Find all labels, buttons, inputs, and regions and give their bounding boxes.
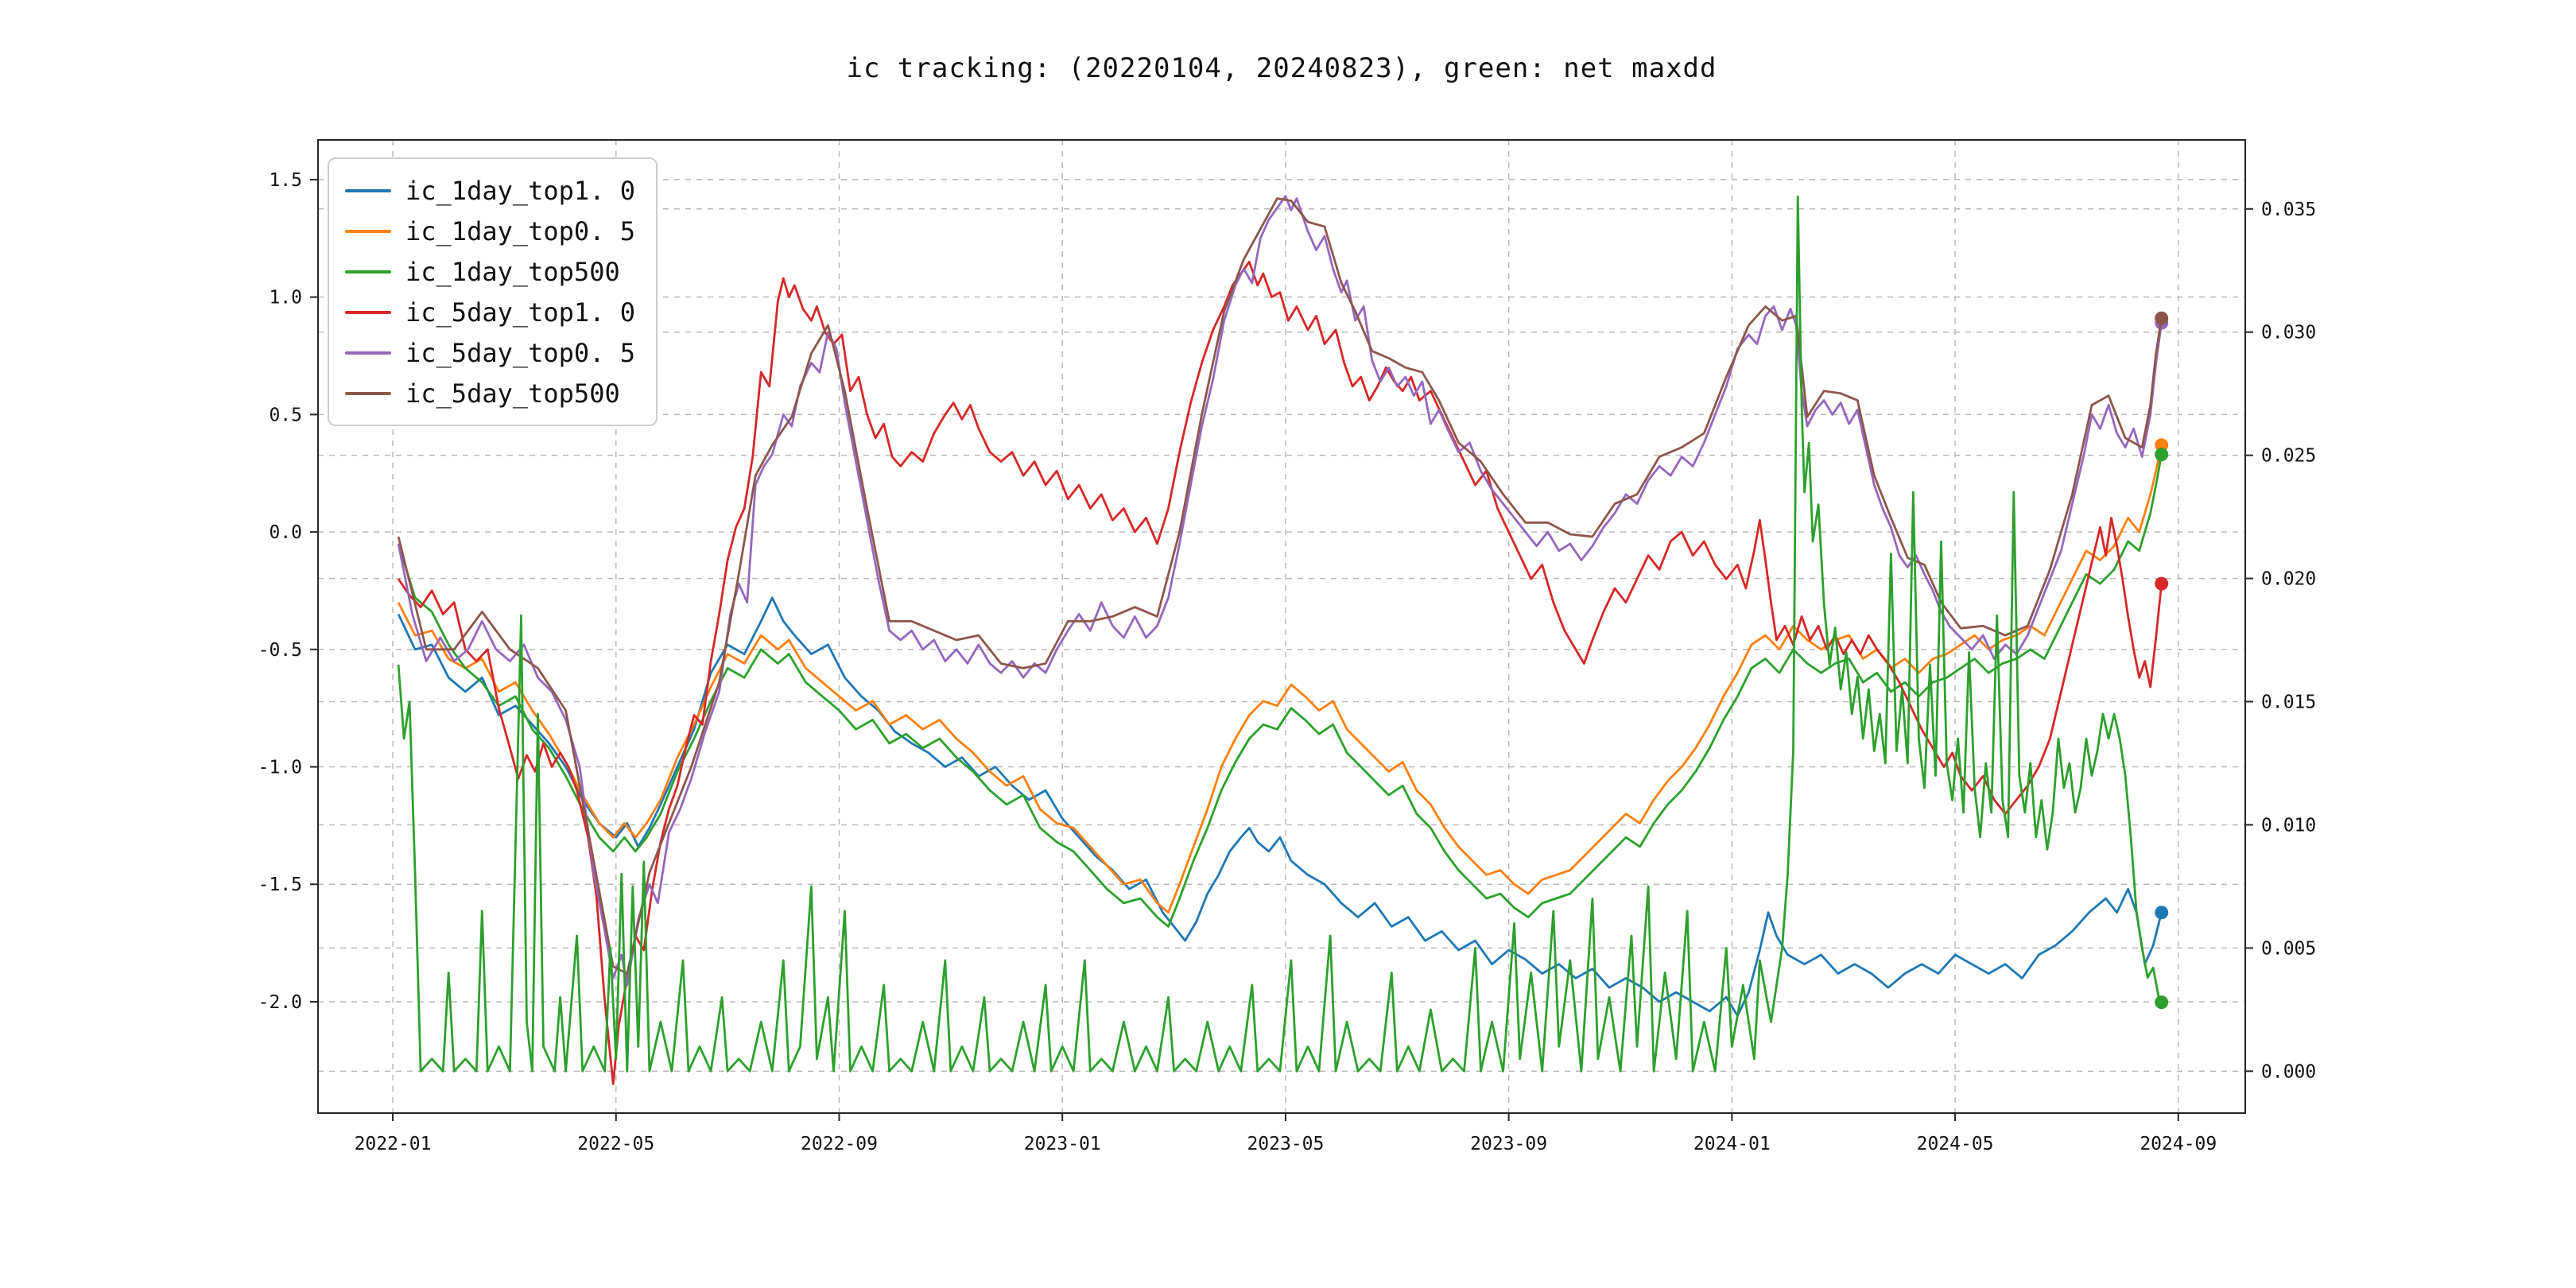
legend-label: ic_5day_top500 bbox=[405, 378, 620, 409]
series-end-marker-net_maxdd bbox=[2155, 995, 2169, 1010]
legend-label: ic_1day_top0. 5 bbox=[405, 215, 635, 246]
y-tick-label-right: 0.030 bbox=[2261, 323, 2316, 343]
plot-border bbox=[317, 139, 2246, 1114]
series-line-ic_1day_top500 bbox=[397, 454, 2163, 928]
legend-box: ic_1day_top1. 0 ic_1day_top0. 5 ic_1day_to… bbox=[328, 157, 658, 426]
y-tick-label-left: -0.5 bbox=[258, 640, 302, 661]
x-tick-label: 2024-09 bbox=[2140, 1134, 2217, 1154]
x-tick-label: 2022-01 bbox=[355, 1134, 432, 1154]
series-line-ic_5day_top1.0 bbox=[397, 260, 2163, 1085]
y-tick-label-left: -1.0 bbox=[258, 758, 302, 778]
series-end-marker-ic_1day_top0.5 bbox=[2155, 438, 2169, 452]
x-tick-label: 2023-05 bbox=[1247, 1134, 1324, 1154]
legend-item: ic_1day_top1. 0 bbox=[345, 170, 635, 211]
x-tick-label: 2022-09 bbox=[801, 1134, 878, 1154]
series-line-ic_1day_top0.5 bbox=[397, 444, 2163, 914]
y-tick-label-right: 0.010 bbox=[2261, 815, 2316, 836]
legend-item: ic_5day_top500 bbox=[345, 373, 635, 413]
y-tick-label-left: -1.5 bbox=[258, 875, 302, 895]
y-tick-label-left: 0.5 bbox=[269, 405, 302, 425]
legend-label: ic_1day_top500 bbox=[405, 256, 620, 287]
y-tick-label-right: 0.035 bbox=[2261, 200, 2316, 220]
legend-item: ic_5day_top0. 5 bbox=[345, 332, 635, 373]
legend-item: ic_1day_top500 bbox=[345, 251, 635, 292]
x-tick-label: 2024-05 bbox=[1917, 1134, 1994, 1154]
y-tick-label-right: 0.015 bbox=[2261, 692, 2316, 713]
chart-title: ic tracking: (20220104, 20240823), green… bbox=[846, 52, 1717, 84]
y-tick-label-right: 0.025 bbox=[2261, 446, 2316, 467]
x-tick-label: 2022-05 bbox=[577, 1134, 654, 1154]
series-line-ic_5day_top500 bbox=[397, 197, 2163, 975]
series-line-ic_1day_top1.0 bbox=[397, 596, 2163, 1018]
y-tick-label-right: 0.000 bbox=[2261, 1061, 2316, 1082]
legend-item: ic_1day_top0. 5 bbox=[345, 211, 635, 251]
x-tick-label: 2023-01 bbox=[1024, 1134, 1101, 1154]
y-tick-label-left: 1.5 bbox=[269, 170, 302, 191]
legend-line-swatch bbox=[345, 351, 391, 355]
series-end-marker-ic_1day_top500 bbox=[2155, 448, 2169, 462]
y-tick-label-right: 0.005 bbox=[2261, 938, 2316, 959]
legend-label: ic_1day_top1. 0 bbox=[405, 175, 635, 206]
legend-line-swatch bbox=[345, 229, 391, 233]
legend-item: ic_5day_top1. 0 bbox=[345, 292, 635, 332]
series-end-marker-ic_5day_top1.0 bbox=[2155, 576, 2169, 591]
y-tick-label-left: 0.0 bbox=[269, 522, 302, 543]
legend-line-swatch bbox=[345, 270, 391, 274]
series-line-ic_5day_top0.5 bbox=[397, 195, 2163, 987]
legend-line-swatch bbox=[345, 310, 391, 314]
series-end-marker-ic_5day_top500 bbox=[2155, 311, 2169, 325]
x-tick-label: 2024-01 bbox=[1693, 1134, 1771, 1154]
y-tick-label-right: 0.020 bbox=[2261, 569, 2316, 590]
y-tick-label-left: -2.0 bbox=[258, 992, 302, 1013]
legend-line-swatch bbox=[345, 188, 391, 192]
legend-label: ic_5day_top0. 5 bbox=[405, 337, 635, 368]
y-tick-label-left: 1.0 bbox=[269, 288, 302, 308]
series-line-net_maxdd bbox=[397, 195, 2163, 1073]
series-end-marker-ic_1day_top1.0 bbox=[2155, 906, 2169, 920]
legend-line-swatch bbox=[345, 391, 391, 395]
x-tick-label: 2023-09 bbox=[1470, 1134, 1547, 1154]
legend-label: ic_5day_top1. 0 bbox=[405, 297, 635, 328]
